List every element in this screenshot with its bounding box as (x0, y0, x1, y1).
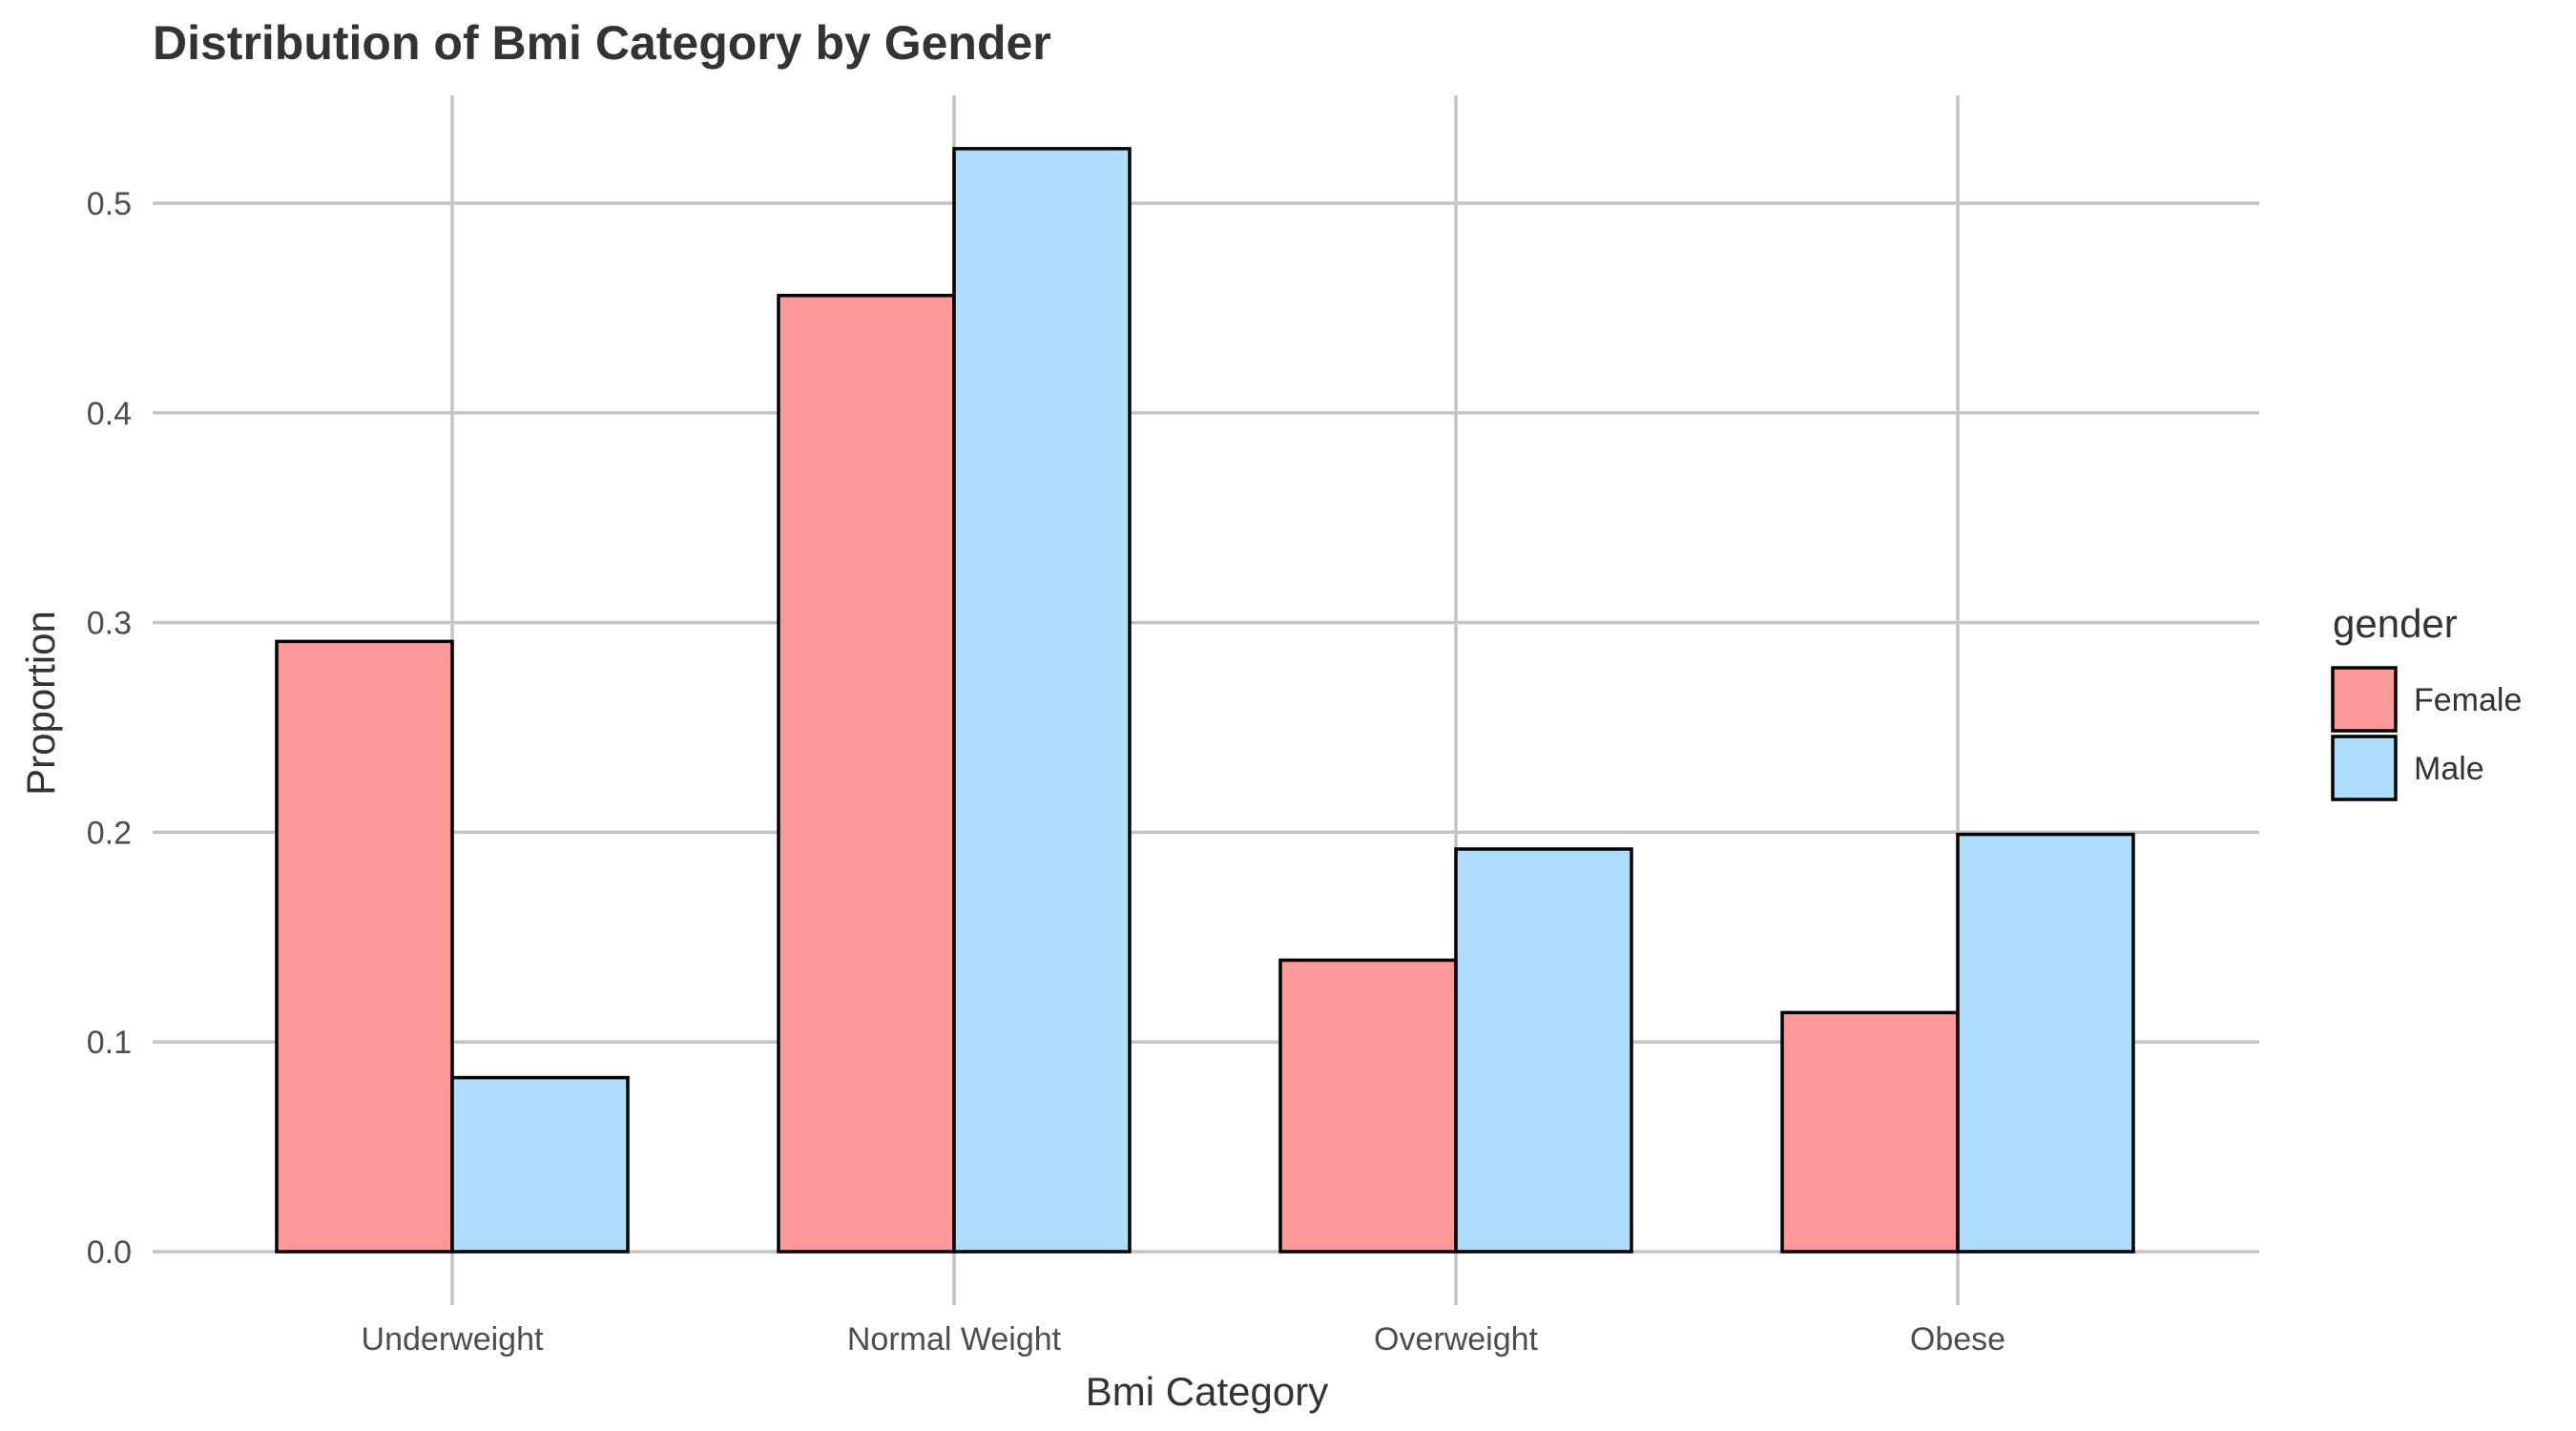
y-tick-label: 0.5 (87, 186, 132, 222)
bar-female-obese (1780, 1010, 1960, 1254)
x-tick-label: Normal Weight (847, 1321, 1062, 1358)
legend-items: Female Male (2331, 666, 2522, 801)
y-tick-label: 0.0 (87, 1234, 132, 1271)
legend-key-male (2331, 735, 2398, 801)
y-tick-label: 0.1 (87, 1025, 132, 1061)
x-tick-label: Obese (1910, 1321, 2005, 1358)
y-axis-ticks: 0.0 0.1 0.2 0.3 0.4 0.5 (87, 186, 132, 1271)
x-tick-label: Overweight (1374, 1321, 1539, 1358)
legend-label-female: Female (2414, 682, 2522, 718)
bar-male-underweight (450, 1075, 630, 1254)
bar-female-overweight (1278, 958, 1458, 1254)
bar-female-normal-weight (777, 293, 956, 1254)
x-axis-title: Bmi Category (1086, 1369, 1328, 1414)
bar-male-overweight (1454, 847, 1633, 1254)
x-tick-label: Underweight (362, 1321, 544, 1358)
y-tick-label: 0.3 (87, 606, 132, 642)
chart-title: Distribution of Bmi Category by Gender (153, 16, 1051, 70)
legend-key-female (2331, 666, 2398, 733)
bar-male-obese (1956, 832, 2135, 1254)
y-axis-title: Proportion (18, 611, 63, 796)
legend-label-male: Male (2414, 751, 2484, 787)
y-tick-label: 0.4 (87, 396, 132, 432)
x-axis-ticks: Underweight Normal Weight Overweight Obese (362, 1321, 2006, 1358)
y-tick-label: 0.2 (87, 815, 132, 851)
legend-title: gender (2333, 601, 2458, 646)
legend: gender Female Male (2331, 601, 2522, 801)
bar-female-underweight (275, 639, 454, 1254)
bars (275, 147, 2135, 1254)
bar-male-normal-weight (952, 147, 1132, 1254)
